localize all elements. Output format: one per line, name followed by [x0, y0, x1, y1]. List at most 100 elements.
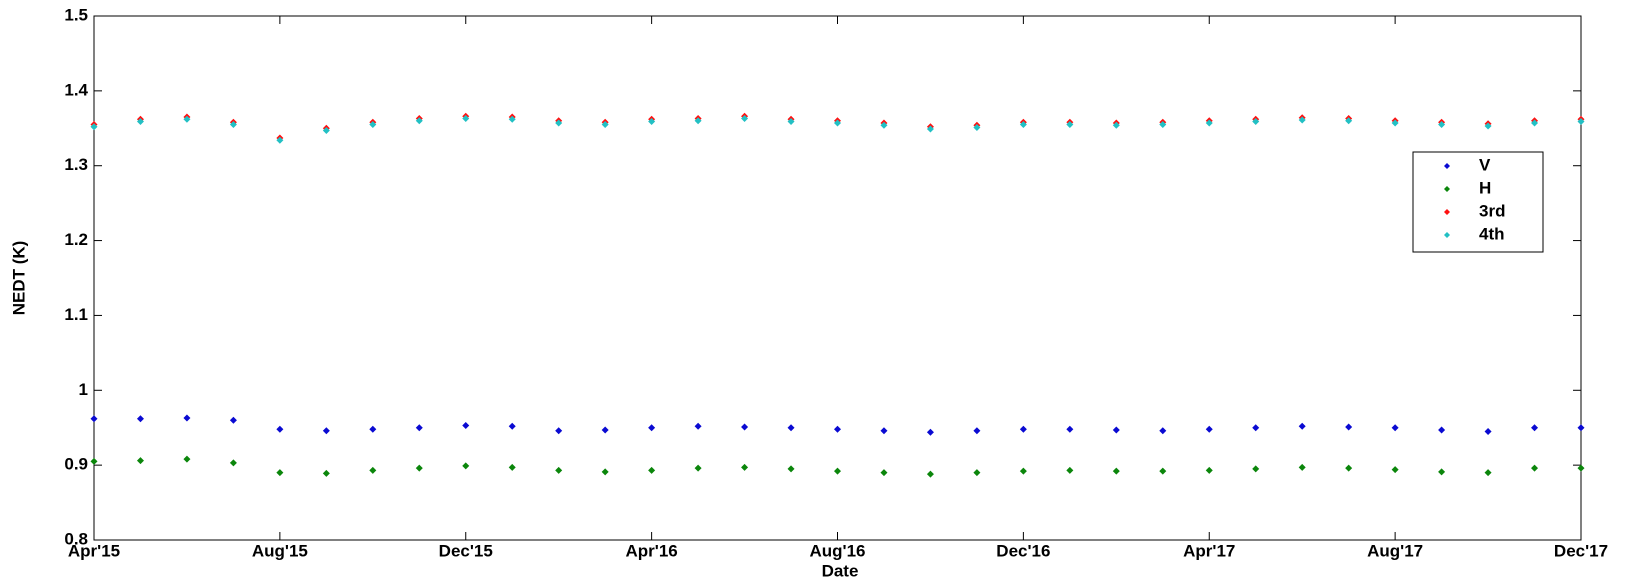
data-point: [276, 425, 284, 433]
x-tick-label: Aug'16: [810, 541, 866, 560]
data-point: [369, 466, 377, 474]
data-point: [926, 428, 934, 436]
data-point: [462, 462, 470, 470]
data-point: [787, 424, 795, 432]
data-point: [973, 469, 981, 477]
data-point: [1252, 118, 1260, 126]
y-tick-label: 0.9: [64, 455, 88, 474]
data-point: [322, 427, 330, 435]
y-tick-label: 1.2: [64, 230, 88, 249]
data-point: [973, 427, 981, 435]
data-point: [1484, 427, 1492, 435]
data-point: [183, 455, 191, 463]
y-tick-label: 1: [79, 380, 88, 399]
data-point: [880, 469, 888, 477]
data-point: [1066, 121, 1074, 129]
legend-marker: [1444, 232, 1450, 238]
data-point: [741, 115, 749, 123]
data-point: [136, 457, 144, 465]
data-point: [1531, 464, 1539, 472]
data-point: [1577, 118, 1585, 126]
data-point: [322, 127, 330, 135]
data-point: [926, 125, 934, 133]
y-tick-label: 1.5: [64, 5, 88, 24]
data-point: [694, 422, 702, 430]
data-point: [229, 459, 237, 467]
x-axis-label: Date: [822, 561, 859, 580]
legend-label: 4th: [1479, 224, 1505, 243]
data-point: [1066, 425, 1074, 433]
data-point: [1484, 469, 1492, 477]
data-point: [648, 424, 656, 432]
y-tick-label: 1.1: [64, 305, 88, 324]
data-point: [1531, 424, 1539, 432]
data-point: [741, 463, 749, 471]
legend-label: H: [1479, 178, 1491, 197]
data-point: [601, 426, 609, 434]
data-point: [555, 466, 563, 474]
data-point: [880, 427, 888, 435]
data-point: [741, 423, 749, 431]
data-point: [90, 415, 98, 423]
data-point: [834, 119, 841, 127]
data-point: [90, 123, 98, 131]
data-point: [229, 121, 237, 129]
data-point: [1531, 119, 1539, 127]
data-point: [648, 118, 656, 126]
data-point: [880, 121, 888, 129]
data-point: [601, 121, 609, 129]
data-point: [415, 464, 423, 472]
data-point: [1112, 121, 1120, 129]
data-point: [601, 468, 609, 476]
legend-marker: [1444, 209, 1450, 215]
data-point: [787, 465, 795, 473]
data-point: [322, 469, 330, 477]
data-point: [1019, 467, 1027, 475]
y-tick-label: 1.3: [64, 155, 88, 174]
x-tick-label: Aug'17: [1367, 541, 1423, 560]
y-tick-label: 0.8: [64, 529, 88, 548]
x-tick-label: Aug'15: [252, 541, 308, 560]
data-point: [136, 415, 144, 423]
data-point: [415, 424, 423, 432]
data-point: [555, 119, 563, 127]
data-point: [834, 425, 841, 433]
data-point: [90, 457, 98, 465]
data-point: [276, 469, 284, 477]
data-point: [1391, 466, 1399, 474]
data-point: [1205, 119, 1213, 127]
data-point: [1205, 466, 1213, 474]
legend-marker: [1444, 186, 1450, 192]
data-point: [1438, 426, 1446, 434]
data-point: [926, 470, 934, 478]
legend-label: V: [1479, 155, 1491, 174]
data-point: [369, 425, 377, 433]
data-point: [1252, 424, 1260, 432]
x-tick-label: Dec'17: [1554, 541, 1608, 560]
data-point: [1112, 467, 1120, 475]
data-point: [1345, 117, 1353, 125]
data-point: [462, 115, 470, 123]
data-point: [1484, 122, 1492, 130]
x-tick-label: Apr'16: [626, 541, 678, 560]
data-point: [1159, 467, 1167, 475]
data-point: [136, 118, 144, 126]
legend-marker: [1444, 163, 1450, 169]
data-point: [1577, 424, 1585, 432]
data-point: [462, 421, 470, 429]
data-point: [369, 121, 377, 129]
data-point: [1438, 468, 1446, 476]
data-point: [1019, 425, 1027, 433]
data-point: [508, 463, 516, 471]
data-point: [1019, 121, 1027, 129]
y-tick-label: 1.4: [64, 80, 88, 99]
data-point: [276, 136, 284, 144]
data-point: [1112, 426, 1120, 434]
x-tick-label: Dec'15: [439, 541, 493, 560]
legend-box: [1412, 151, 1544, 253]
data-point: [183, 414, 191, 422]
x-tick-label: Apr'17: [1183, 541, 1235, 560]
data-point: [1391, 119, 1399, 127]
plot-frame: [93, 15, 1582, 541]
y-axis-label: NEDT (K): [9, 241, 28, 316]
